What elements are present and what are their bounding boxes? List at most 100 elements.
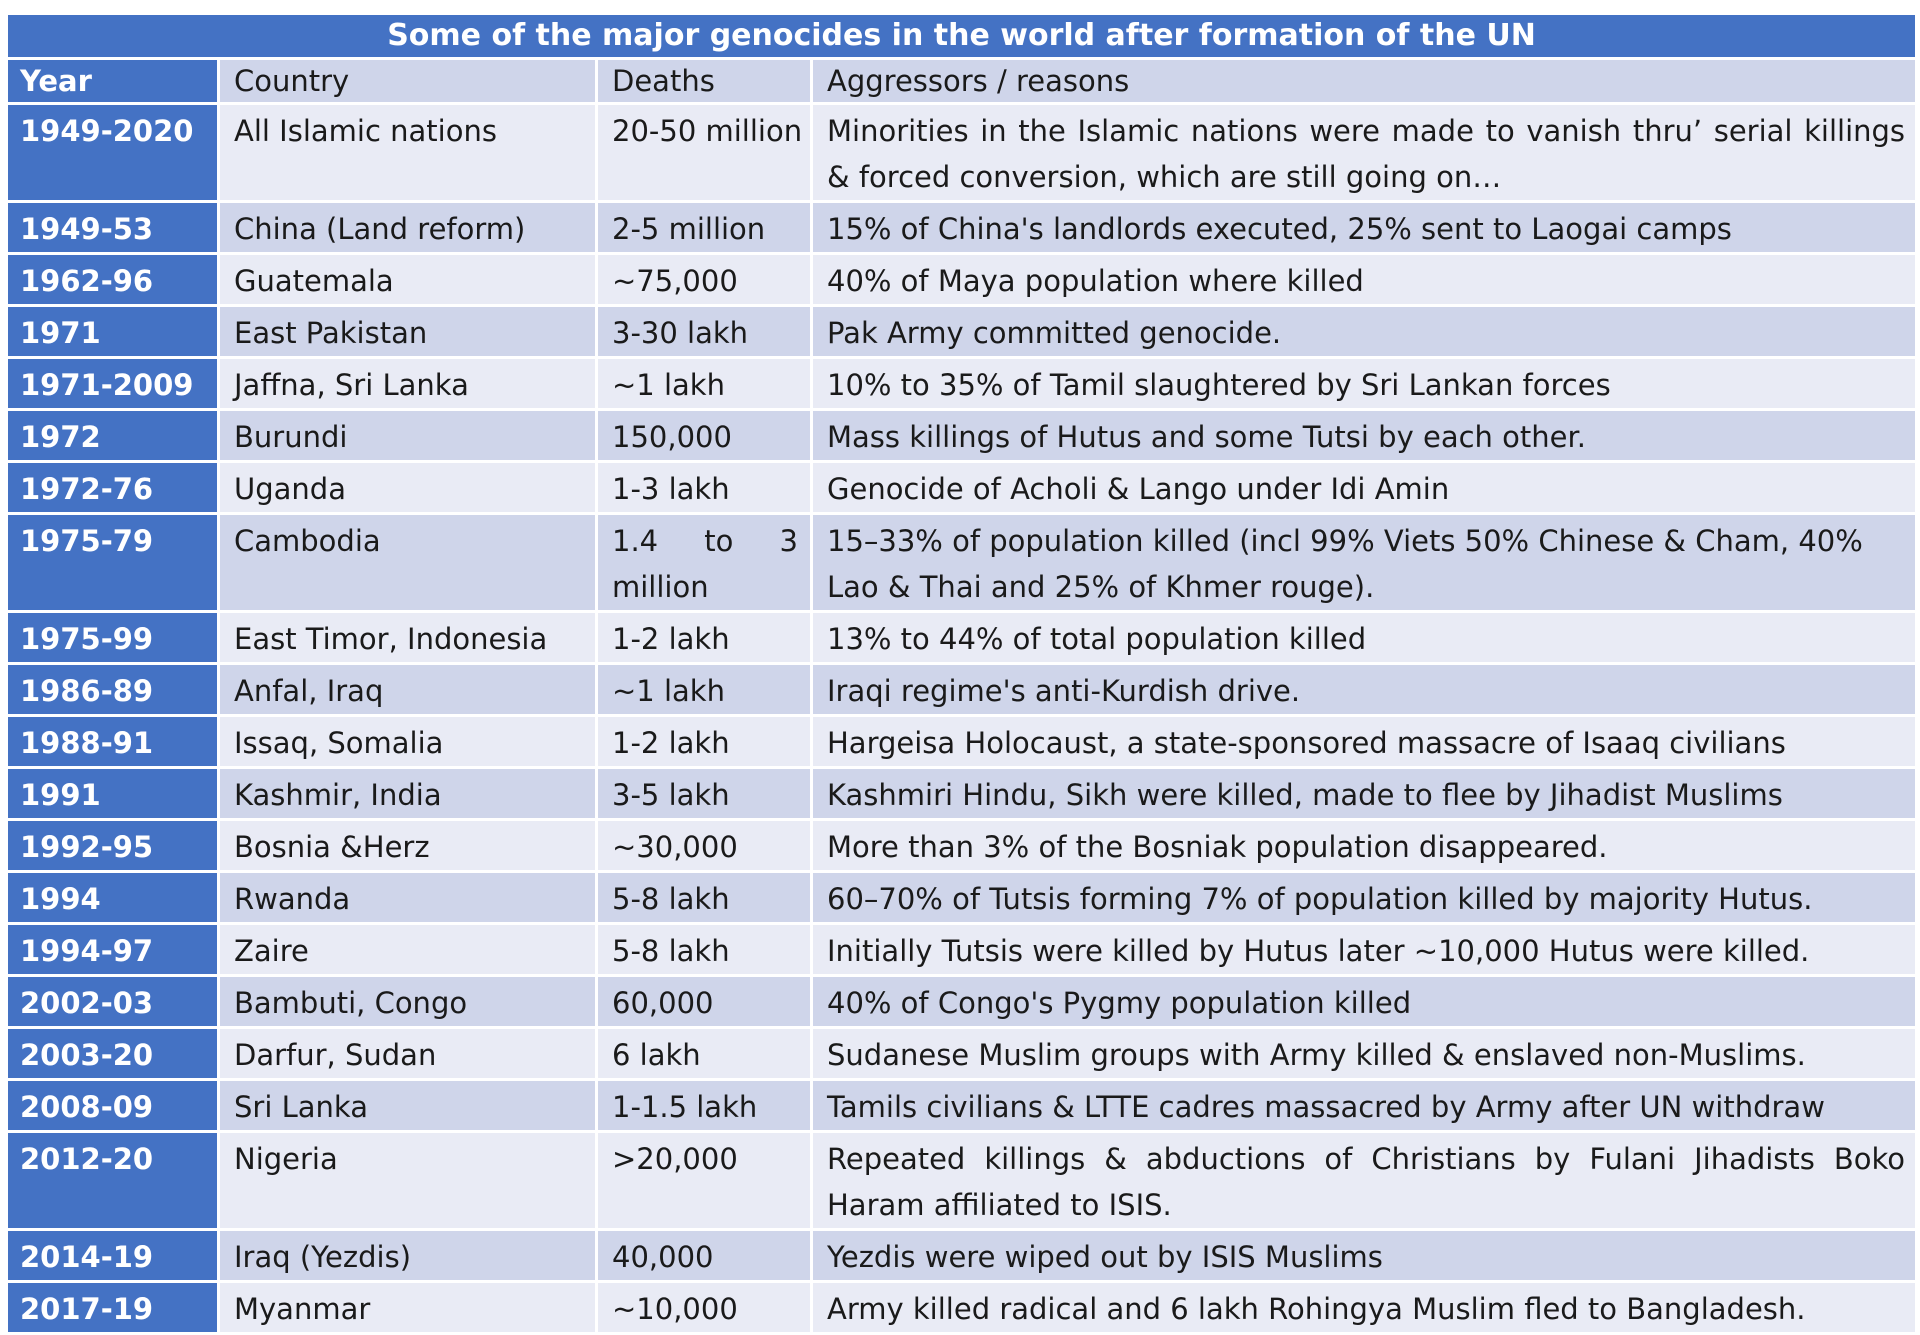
row-year: 1971: [5, 304, 220, 359]
table-row: 1992-95 Bosnia &Herz ~30,000 More than 3…: [5, 818, 1919, 873]
row-country: Nigeria: [217, 1130, 598, 1231]
row-country: Jaffna, Sri Lanka: [217, 356, 598, 411]
row-deaths: 1-2 lakh: [595, 610, 813, 665]
table-row: 1971-2009 Jaffna, Sri Lanka ~1 lakh 10% …: [5, 356, 1919, 411]
row-reason: More than 3% of the Bosniak population d…: [809, 818, 1919, 873]
row-country: All Islamic nations: [217, 102, 598, 203]
row-year: 2008-09: [5, 1078, 220, 1133]
table-row: 2002-03 Bambuti, Congo 60,000 40% of Con…: [5, 974, 1919, 1029]
row-deaths: 5-8 lakh: [595, 870, 813, 925]
row-year: 2012-20: [5, 1130, 220, 1231]
row-country: East Pakistan: [217, 304, 598, 359]
row-deaths: 150,000: [595, 408, 813, 463]
row-year: 1975-79: [5, 512, 220, 613]
row-year: 1962-96: [5, 252, 220, 307]
row-year: 1988-91: [5, 714, 220, 769]
row-country: Rwanda: [217, 870, 598, 925]
row-reason: Initially Tutsis were killed by Hutus la…: [809, 922, 1919, 977]
row-reason: Iraqi regime's anti-Kurdish drive.: [809, 662, 1919, 717]
row-reason: 13% to 44% of total population killed: [809, 610, 1919, 665]
table-title: Some of the major genocides in the world…: [4, 12, 1919, 60]
row-reason: 15–33% of population killed (incl 99% Vi…: [809, 512, 1919, 613]
row-reason: Mass killings of Hutus and some Tutsi by…: [809, 408, 1919, 463]
row-country: Iraq (Yezdis): [217, 1228, 598, 1283]
row-deaths: ~75,000: [595, 252, 813, 307]
row-reason: 60–70% of Tutsis forming 7% of populatio…: [809, 870, 1919, 925]
row-country: Bambuti, Congo: [217, 974, 598, 1029]
table-row: 1971 East Pakistan 3-30 lakh Pak Army co…: [5, 304, 1919, 359]
table-row: 1994 Rwanda 5-8 lakh 60–70% of Tutsis fo…: [5, 870, 1919, 925]
table-row: 1972-76 Uganda 1-3 lakh Genocide of Acho…: [5, 460, 1919, 515]
table-row: 1991 Kashmir, India 3-5 lakh Kashmiri Hi…: [5, 766, 1919, 821]
row-year: 1949-53: [5, 200, 220, 255]
row-country: Bosnia &Herz: [217, 818, 598, 873]
row-year: 1986-89: [5, 662, 220, 717]
row-deaths: 1-3 lakh: [595, 460, 813, 515]
header-country: Country: [217, 57, 598, 105]
row-year: 1975-99: [5, 610, 220, 665]
row-country: Anfal, Iraq: [217, 662, 598, 717]
row-deaths: 5-8 lakh: [595, 922, 813, 977]
row-deaths: >20,000: [595, 1130, 813, 1231]
row-reason: Hargeisa Holocaust, a state-sponsored ma…: [809, 714, 1919, 769]
genocides-table: Some of the major genocides in the world…: [4, 12, 1919, 1335]
row-reason: Yezdis were wiped out by ISIS Muslims: [809, 1228, 1919, 1283]
row-deaths: 40,000: [595, 1228, 813, 1283]
row-reason: Genocide of Acholi & Lango under Idi Ami…: [809, 460, 1919, 515]
row-reason: Sudanese Muslim groups with Army killed …: [809, 1026, 1919, 1081]
row-deaths: 3-5 lakh: [595, 766, 813, 821]
row-country: Myanmar: [217, 1280, 598, 1335]
row-country: Sri Lanka: [217, 1078, 598, 1133]
row-year: 1971-2009: [5, 356, 220, 411]
row-deaths: 1-1.5 lakh: [595, 1078, 813, 1133]
table-row: 1949-53 China (Land reform) 2-5 million …: [5, 200, 1919, 255]
table-row: 2003-20 Darfur, Sudan 6 lakh Sudanese Mu…: [5, 1026, 1919, 1081]
table-row: 2012-20 Nigeria >20,000 Repeated killing…: [5, 1130, 1919, 1231]
row-year: 1949-2020: [5, 102, 220, 203]
row-year: 1991: [5, 766, 220, 821]
row-year: 2014-19: [5, 1228, 220, 1283]
table-row: 1972 Burundi 150,000 Mass killings of Hu…: [5, 408, 1919, 463]
row-deaths: 6 lakh: [595, 1026, 813, 1081]
row-year: 2017-19: [5, 1280, 220, 1335]
row-deaths: 60,000: [595, 974, 813, 1029]
table-row: 2014-19 Iraq (Yezdis) 40,000 Yezdis were…: [5, 1228, 1919, 1283]
row-deaths: ~1 lakh: [595, 356, 813, 411]
header-reasons: Aggressors / reasons: [809, 57, 1919, 105]
row-country: Cambodia: [217, 512, 598, 613]
table-row: 1988-91 Issaq, Somalia 1-2 lakh Hargeisa…: [5, 714, 1919, 769]
table-row: 1962-96 Guatemala ~75,000 40% of Maya po…: [5, 252, 1919, 307]
table-row: 1975-99 East Timor, Indonesia 1-2 lakh 1…: [5, 610, 1919, 665]
row-country: Kashmir, India: [217, 766, 598, 821]
row-country: Guatemala: [217, 252, 598, 307]
row-year: 1972-76: [5, 460, 220, 515]
row-reason: 40% of Maya population where killed: [809, 252, 1919, 307]
table-row: 1949-2020 All Islamic nations 20-50 mill…: [5, 102, 1919, 203]
row-deaths: ~1 lakh: [595, 662, 813, 717]
row-reason: Tamils civilians & LTTE cadres massacred…: [809, 1078, 1919, 1133]
row-country: Zaire: [217, 922, 598, 977]
row-deaths: 3-30 lakh: [595, 304, 813, 359]
row-country: East Timor, Indonesia: [217, 610, 598, 665]
row-deaths: 20-50 million: [595, 102, 813, 203]
header-deaths: Deaths: [595, 57, 813, 105]
row-deaths: ~30,000: [595, 818, 813, 873]
row-deaths: 1.4 to 3 million: [595, 512, 813, 613]
row-year: 1994-97: [5, 922, 220, 977]
row-country: Issaq, Somalia: [217, 714, 598, 769]
row-reason: Minorities in the Islamic nations were m…: [809, 102, 1919, 203]
row-reason: 10% to 35% of Tamil slaughtered by Sri L…: [809, 356, 1919, 411]
row-country: Burundi: [217, 408, 598, 463]
header-row: Year Country Deaths Aggressors / reasons: [5, 57, 1919, 105]
row-reason: Repeated killings & abductions of Christ…: [809, 1130, 1919, 1231]
row-year: 2003-20: [5, 1026, 220, 1081]
table-row: 2008-09 Sri Lanka 1-1.5 lakh Tamils civi…: [5, 1078, 1919, 1133]
row-reason: 40% of Congo's Pygmy population killed: [809, 974, 1919, 1029]
table-row: 1975-79 Cambodia 1.4 to 3 million 15–33%…: [5, 512, 1919, 613]
table-body: Year Country Deaths Aggressors / reasons…: [5, 57, 1919, 1335]
row-deaths: ~10,000: [595, 1280, 813, 1335]
table-row: 1994-97 Zaire 5-8 lakh Initially Tutsis …: [5, 922, 1919, 977]
row-country: China (Land reform): [217, 200, 598, 255]
row-reason: Kashmiri Hindu, Sikh were killed, made t…: [809, 766, 1919, 821]
table-row: 1986-89 Anfal, Iraq ~1 lakh Iraqi regime…: [5, 662, 1919, 717]
